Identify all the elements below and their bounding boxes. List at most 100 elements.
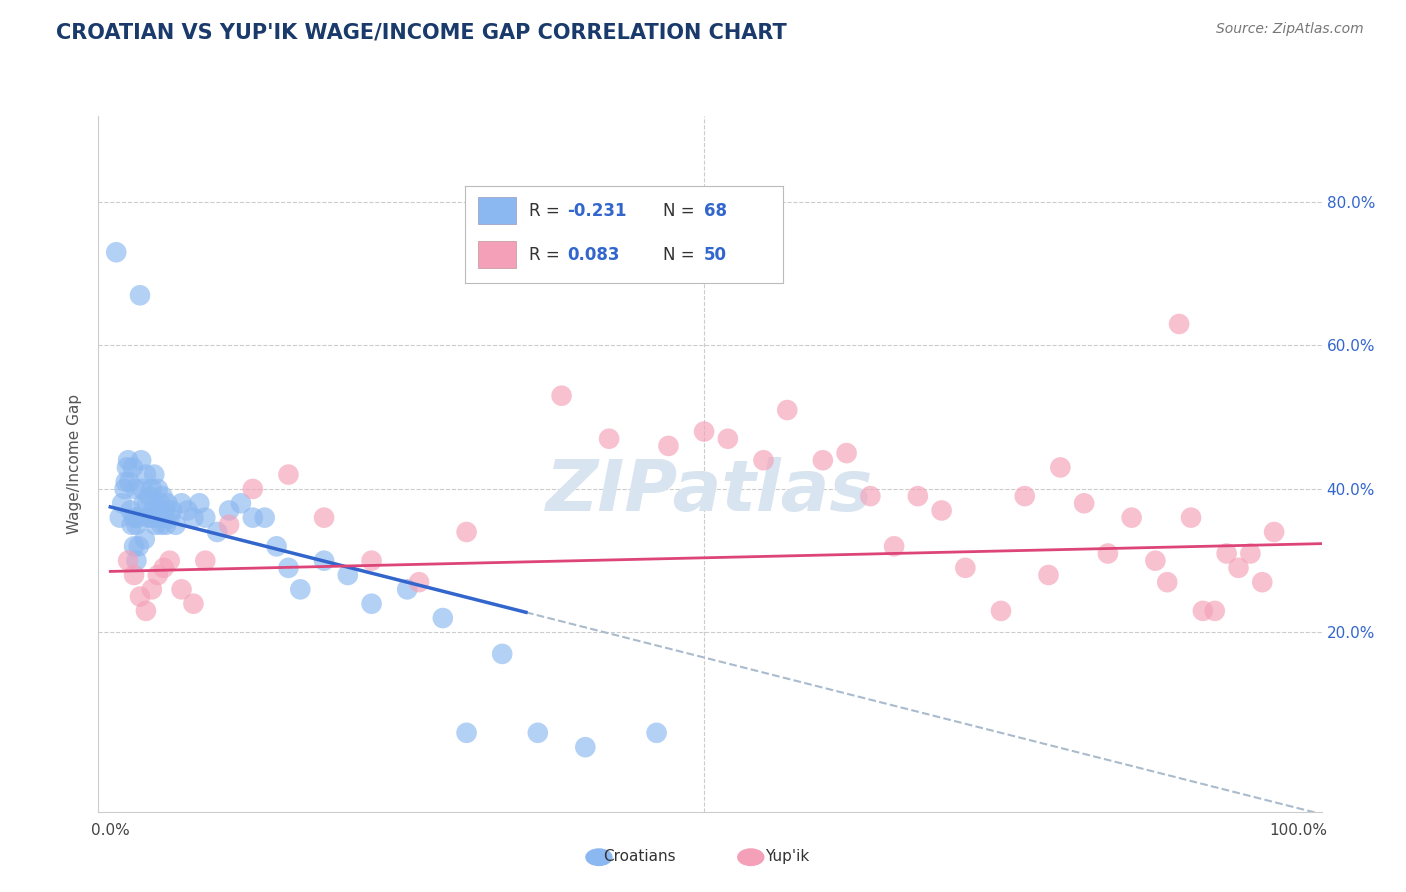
- Point: [907, 489, 929, 503]
- Text: R =: R =: [529, 245, 565, 264]
- Point: [165, 517, 187, 532]
- Point: [396, 582, 419, 597]
- Point: [146, 568, 169, 582]
- Point: [205, 524, 228, 539]
- Point: [122, 510, 145, 524]
- Point: [139, 510, 162, 524]
- Point: [135, 604, 157, 618]
- Text: R =: R =: [529, 202, 565, 219]
- Point: [312, 554, 335, 568]
- Point: [693, 425, 716, 439]
- Point: [336, 568, 359, 582]
- Point: [114, 482, 136, 496]
- Point: [931, 503, 953, 517]
- Text: CROATIAN VS YUP'IK WAGE/INCOME GAP CORRELATION CHART: CROATIAN VS YUP'IK WAGE/INCOME GAP CORRE…: [56, 22, 787, 42]
- Point: [1192, 604, 1215, 618]
- Point: [598, 432, 620, 446]
- Point: [218, 517, 240, 532]
- Point: [266, 539, 288, 553]
- Point: [776, 403, 799, 417]
- Point: [194, 554, 217, 568]
- Text: 50: 50: [704, 245, 727, 264]
- Point: [141, 482, 163, 496]
- Bar: [478, 197, 516, 225]
- Point: [277, 561, 299, 575]
- Point: [1263, 524, 1285, 539]
- Point: [105, 245, 128, 260]
- Point: [117, 554, 139, 568]
- Point: [242, 510, 264, 524]
- Text: 0.083: 0.083: [567, 245, 620, 264]
- Point: [132, 496, 155, 510]
- Point: [159, 554, 181, 568]
- Point: [218, 503, 240, 517]
- Point: [108, 510, 131, 524]
- Point: [188, 496, 211, 510]
- Point: [142, 503, 165, 517]
- Point: [1168, 317, 1191, 331]
- Point: [152, 489, 174, 503]
- Point: [242, 482, 264, 496]
- Circle shape: [586, 849, 612, 865]
- Point: [176, 503, 198, 517]
- Point: [156, 496, 179, 510]
- Point: [456, 524, 478, 539]
- Point: [1215, 547, 1237, 561]
- Point: [645, 726, 668, 740]
- Point: [990, 604, 1012, 618]
- Point: [124, 482, 146, 496]
- Point: [125, 554, 148, 568]
- Point: [149, 496, 172, 510]
- Point: [145, 510, 167, 524]
- Point: [550, 389, 572, 403]
- Point: [183, 597, 205, 611]
- Point: [1049, 460, 1071, 475]
- Text: -0.231: -0.231: [567, 202, 627, 219]
- Point: [657, 439, 679, 453]
- Point: [127, 510, 149, 524]
- Point: [145, 517, 167, 532]
- Point: [111, 496, 134, 510]
- Point: [1156, 575, 1178, 590]
- Point: [835, 446, 858, 460]
- Text: Source: ZipAtlas.com: Source: ZipAtlas.com: [1216, 22, 1364, 37]
- Text: N =: N =: [662, 245, 699, 264]
- Point: [360, 554, 382, 568]
- Point: [1097, 547, 1119, 561]
- Point: [491, 647, 513, 661]
- Point: [146, 482, 169, 496]
- Point: [1121, 510, 1143, 524]
- Text: N =: N =: [662, 202, 699, 219]
- Point: [160, 503, 183, 517]
- Point: [131, 482, 153, 496]
- Point: [1204, 604, 1226, 618]
- Point: [859, 489, 882, 503]
- Point: [136, 510, 159, 524]
- Point: [253, 510, 276, 524]
- Point: [1227, 561, 1250, 575]
- Point: [121, 460, 143, 475]
- Point: [129, 288, 152, 302]
- Text: Croatians: Croatians: [603, 849, 676, 863]
- Y-axis label: Wage/Income Gap: Wage/Income Gap: [67, 393, 83, 534]
- Point: [752, 453, 775, 467]
- Point: [117, 453, 139, 467]
- Point: [118, 475, 141, 489]
- Point: [290, 582, 312, 597]
- Point: [115, 460, 138, 475]
- Point: [360, 597, 382, 611]
- Point: [128, 539, 150, 553]
- Text: ZIPatlas: ZIPatlas: [547, 458, 873, 526]
- Point: [1144, 554, 1167, 568]
- Point: [456, 726, 478, 740]
- Text: Yup'ik: Yup'ik: [765, 849, 810, 863]
- Point: [527, 726, 550, 740]
- Point: [159, 510, 181, 524]
- Point: [574, 740, 596, 755]
- Point: [1180, 510, 1202, 524]
- Point: [129, 590, 152, 604]
- Point: [136, 496, 159, 510]
- Point: [1073, 496, 1095, 510]
- Point: [122, 539, 145, 553]
- Point: [152, 510, 174, 524]
